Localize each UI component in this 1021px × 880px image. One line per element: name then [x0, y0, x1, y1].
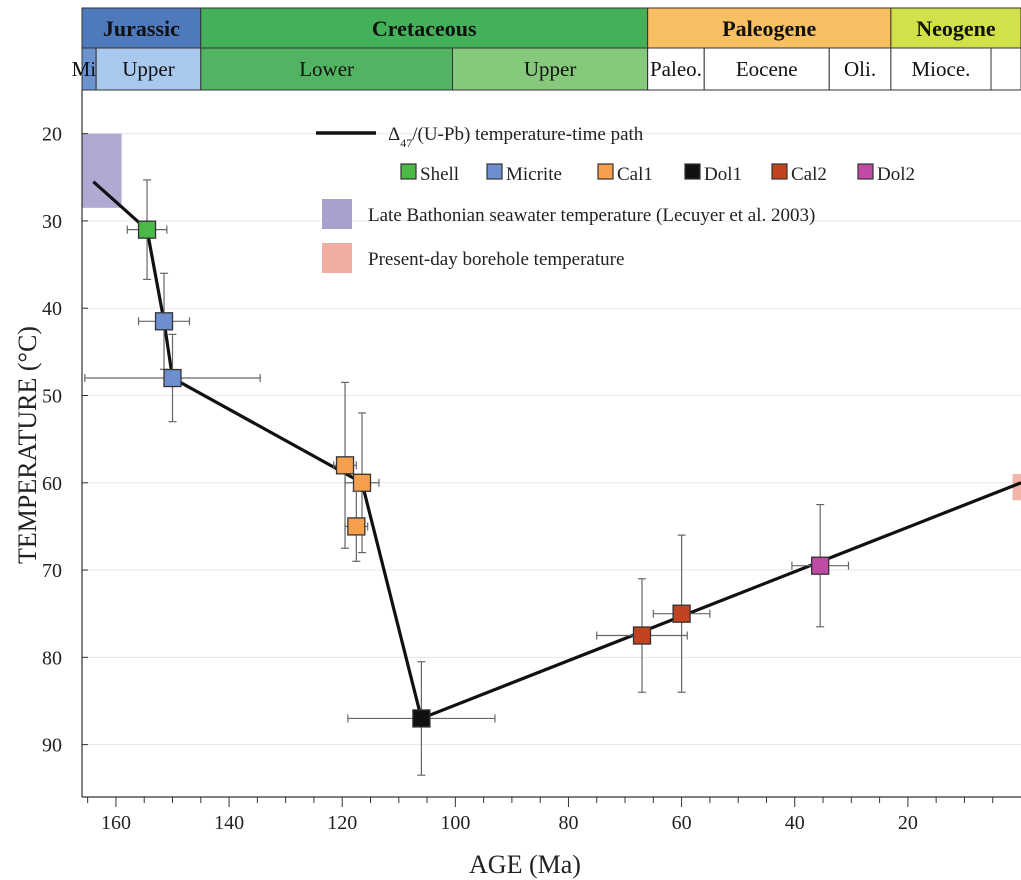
epoch-paleo	[647, 47, 705, 91]
period-cretaceous	[200, 7, 649, 49]
marker-dol2	[791, 503, 850, 628]
epoch-mioce	[890, 47, 992, 91]
y-tick-label: 30	[42, 211, 62, 233]
x-tick-label: 160	[101, 812, 131, 834]
epoch-label: Upper	[122, 57, 174, 81]
range-box	[82, 133, 122, 208]
y-tick-label: 70	[42, 560, 62, 582]
axes: 20 30 40 50 60 70 80 90 160 140 120 100 80 60 40 20	[42, 90, 1021, 834]
epoch-upper	[95, 47, 202, 91]
epoch-lower	[200, 47, 454, 91]
range-box	[1012, 474, 1021, 501]
epoch-eocene	[703, 47, 830, 91]
legend-path-label: Δ47/(U-Pb) temperature-time path	[388, 124, 644, 150]
x-tick-label: 40	[785, 812, 805, 834]
legend-label-shell: Shell	[420, 164, 459, 185]
period-neogene	[890, 7, 1021, 49]
legend-range-label: Present-day borehole temperature	[368, 249, 624, 270]
legend-label-dol2: Dol2	[877, 164, 915, 185]
point-square	[352, 473, 372, 492]
marker-cal1	[344, 490, 369, 562]
x-tick-label: 60	[672, 812, 692, 834]
period-paleogene	[647, 7, 892, 49]
legend-range-swatch	[322, 199, 352, 229]
marker-cal2	[652, 534, 711, 693]
period-label: Cretaceous	[372, 16, 477, 41]
y-tick-label: 60	[42, 473, 62, 495]
legend-swatch-cal1	[597, 163, 614, 180]
epoch-upper	[452, 47, 649, 91]
marker-cal1	[344, 412, 380, 554]
epoch-label: Upper	[524, 57, 576, 81]
x-axis-label: AGE (Ma)	[469, 850, 581, 879]
point-square	[632, 626, 652, 645]
legend-range-label: Late Bathonian seawater temperature (Lec…	[368, 205, 815, 226]
legend-label-dol1: Dol1	[704, 164, 742, 185]
data-markers	[84, 179, 850, 776]
y-tick-label: 40	[42, 298, 62, 320]
y-axis-label: TEMPERATURE (°C)	[13, 326, 42, 564]
x-tick-label: 20	[898, 812, 918, 834]
legend-range-swatch	[322, 243, 352, 273]
epoch-label: Mioce.	[912, 57, 971, 81]
point-square	[137, 220, 157, 239]
y-tick-label: 50	[42, 385, 62, 407]
marker-shell	[126, 179, 168, 281]
point-square	[335, 456, 355, 475]
period-label: Jurassic	[103, 16, 180, 41]
legend-swatch-dol1	[684, 163, 701, 180]
marker-micrite	[84, 333, 261, 423]
point-square	[672, 604, 691, 623]
x-tick-label: 80	[558, 812, 578, 834]
epoch-label: Eocene	[736, 57, 798, 81]
marker-cal2	[596, 578, 688, 693]
y-tick-label: 20	[42, 124, 62, 146]
epoch-label: Oli.	[844, 57, 876, 81]
point-square	[811, 556, 830, 575]
epoch-oli	[828, 47, 892, 91]
x-tick-label: 100	[440, 812, 470, 834]
y-tick-label: 80	[42, 647, 62, 669]
epoch-blank	[990, 47, 1021, 91]
temperature-ranges	[82, 133, 1021, 501]
marker-micrite	[137, 272, 191, 370]
legend-swatch-cal2	[771, 163, 788, 180]
y-tick-label: 90	[42, 735, 62, 757]
legend-label-cal2: Cal2	[791, 164, 827, 185]
period-jurassic	[81, 7, 202, 49]
x-tick-label: 140	[214, 812, 244, 834]
point-square	[347, 517, 366, 536]
x-tick-label: 120	[327, 812, 357, 834]
epoch-label: Lower	[299, 57, 354, 81]
point-square	[412, 709, 431, 728]
legend-label-micrite: Micrite	[506, 164, 562, 185]
period-label: Paleogene	[722, 16, 816, 41]
marker-cal1	[333, 381, 357, 549]
period-label: Neogene	[916, 16, 996, 41]
legend: Δ47/(U-Pb) temperature-time path Shell Mic…	[316, 124, 915, 273]
legend-label-cal1: Cal1	[617, 164, 653, 185]
marker-dol1	[347, 661, 496, 776]
grid-lines	[82, 133, 1021, 746]
legend-swatch-micrite	[486, 163, 503, 180]
point-square	[163, 368, 182, 388]
epoch-label: Paleo.	[650, 57, 702, 81]
legend-swatch-dol2	[857, 163, 874, 180]
legend-swatch-shell	[400, 163, 417, 180]
point-square	[154, 312, 174, 331]
